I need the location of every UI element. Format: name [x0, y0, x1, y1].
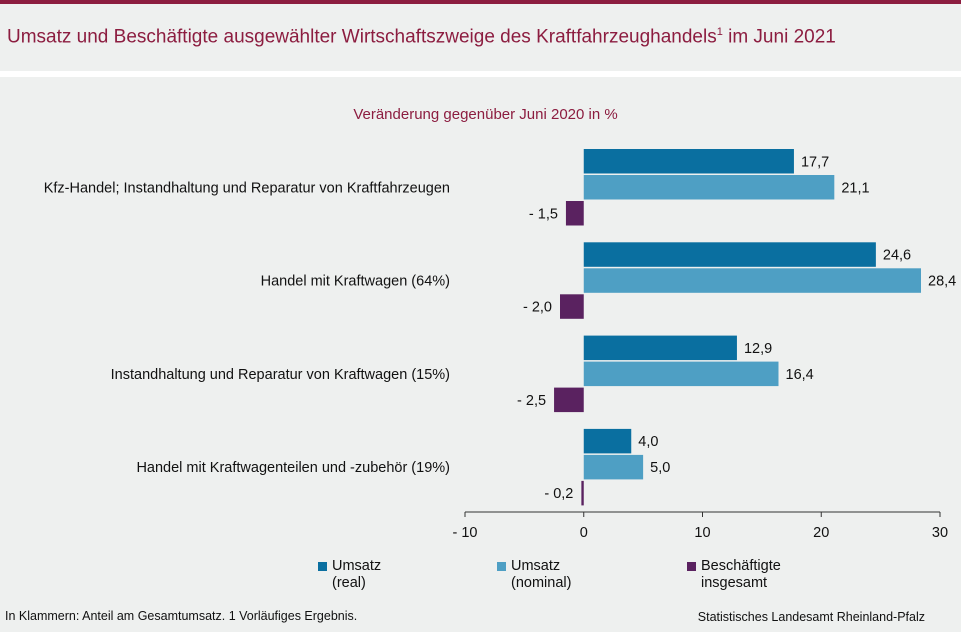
category-label: Instandhaltung und Reparatur von Kraftwa…	[111, 367, 450, 383]
bar	[581, 480, 584, 506]
chart-title-text: Umsatz und Beschäftigte ausgewählter Wir…	[7, 26, 717, 48]
legend-swatch-umsatz-nominal	[497, 562, 506, 571]
data-label: 5,0	[650, 460, 670, 476]
data-label: 4,0	[638, 434, 658, 450]
x-tick-label: 30	[932, 525, 948, 541]
data-label: 17,7	[801, 154, 829, 170]
bar	[583, 175, 835, 200]
data-label: 28,4	[928, 274, 956, 290]
data-label: - 2,0	[523, 300, 552, 316]
legend-swatch-umsatz-real	[318, 562, 327, 571]
x-tick-label: 0	[580, 525, 588, 541]
chart-title: Umsatz und Beschäftigte ausgewählter Wir…	[7, 26, 836, 48]
title-band	[0, 4, 961, 70]
bar	[554, 387, 584, 413]
legend-item-umsatz-real: Umsatz (real)	[318, 558, 381, 592]
bar	[583, 335, 737, 361]
chart-title-suffix: im Juni 2021	[722, 26, 836, 48]
category-label: Handel mit Kraftwagenteilen und -zubehör…	[136, 460, 450, 476]
data-label: - 0,2	[544, 486, 573, 502]
data-label: 16,4	[786, 367, 814, 383]
chart-subtitle: Veränderung gegenüber Juni 2020 in %	[0, 106, 961, 123]
title-divider	[0, 71, 961, 77]
bar	[560, 294, 584, 319]
data-label: 21,1	[841, 180, 869, 196]
footnote: In Klammern: Anteil am Gesamtumsatz. 1 V…	[5, 609, 358, 623]
legend-swatch-beschaeftigte	[687, 562, 696, 571]
bar	[583, 242, 876, 267]
bar	[583, 268, 921, 293]
top-accent-bar	[0, 0, 961, 4]
legend-item-umsatz-nominal: Umsatz (nominal)	[497, 558, 571, 592]
legend-label-beschaeftigte: Beschäftigte insgesamt	[701, 558, 781, 591]
legend-label-umsatz-real: Umsatz (real)	[332, 558, 382, 591]
x-tick-label: - 10	[453, 525, 478, 541]
chart-subtitle-text: Veränderung gegenüber Juni 2020 in %	[353, 106, 618, 123]
data-label: 12,9	[744, 341, 772, 357]
x-tick-label: 20	[813, 525, 829, 541]
title-footnote-marker: 1	[716, 26, 723, 38]
data-label: - 2,5	[517, 393, 546, 409]
category-label: Handel mit Kraftwagen (64%)	[261, 274, 450, 290]
source-note: Statistisches Landesamt Rheinland-Pfalz	[697, 610, 925, 624]
bar	[583, 454, 644, 480]
legend-item-beschaeftigte: Beschäftigte insgesamt	[687, 558, 781, 592]
bar	[583, 428, 632, 454]
x-tick-label: 10	[694, 525, 710, 541]
legend-label-umsatz-nominal: Umsatz (nominal)	[511, 558, 572, 591]
bar	[583, 149, 794, 174]
data-label: 24,6	[883, 248, 911, 264]
bar	[565, 201, 584, 226]
bar	[583, 361, 779, 387]
category-label: Kfz-Handel; Instandhaltung und Reparatur…	[44, 180, 450, 196]
data-label: - 1,5	[529, 206, 558, 222]
